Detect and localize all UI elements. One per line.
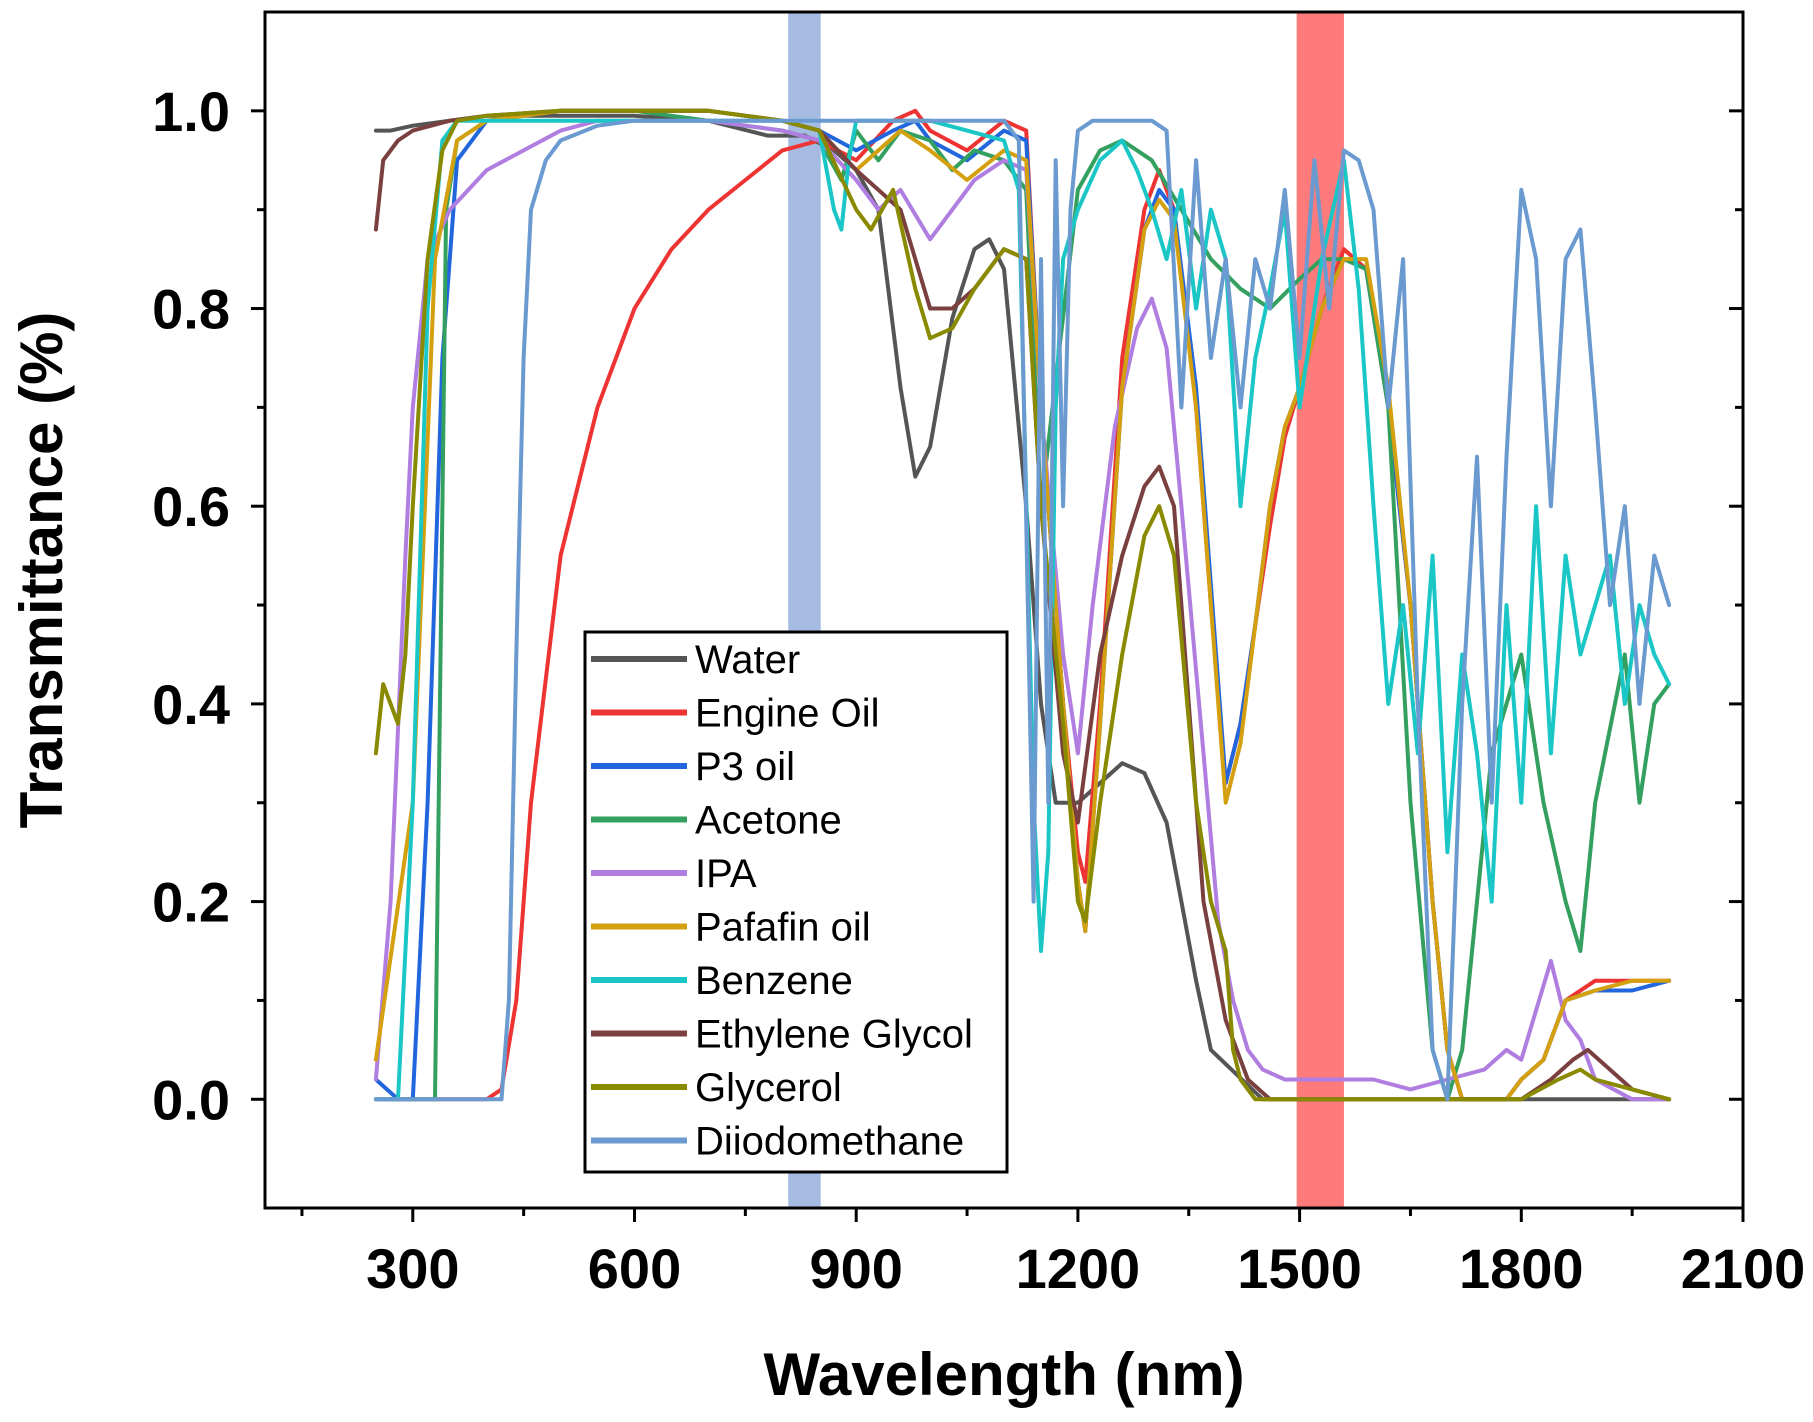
plot-frame bbox=[263, 10, 1745, 1210]
legend-label-glycerol: Glycerol bbox=[695, 1066, 842, 1110]
series-line-ipa bbox=[373, 118, 1672, 1102]
series-line-diiodomethane bbox=[373, 118, 1672, 1102]
y-tick-label-0: 0.0 bbox=[152, 1068, 230, 1131]
legend-label-water: Water bbox=[695, 638, 800, 682]
x-tick-label-900: 900 bbox=[809, 1237, 902, 1300]
legend-label-pafafin-oil: Pafafin oil bbox=[695, 906, 871, 950]
highlight-bands bbox=[788, 12, 1344, 1208]
legend: Water Engine Oil P3 oil Acetone IPA Pafafin o… bbox=[583, 630, 1009, 1174]
legend-label-ethylene-glycol: Ethylene Glycol bbox=[695, 1013, 973, 1057]
legend-label-engine-oil: Engine Oil bbox=[695, 692, 880, 736]
x-tick-label-600: 600 bbox=[588, 1237, 681, 1300]
x-tick-label-300: 300 bbox=[366, 1237, 459, 1300]
legend-label-acetone: Acetone bbox=[695, 799, 842, 843]
series-line-glycerol bbox=[373, 108, 1672, 1102]
y-axis-title: Transmittance (%) bbox=[8, 312, 75, 829]
x-axis-title: Wavelength (nm) bbox=[763, 1341, 1244, 1408]
y-tick-label-0.6: 0.6 bbox=[152, 475, 230, 538]
y-tick-label-0.2: 0.2 bbox=[152, 871, 230, 934]
y-tick-label-0.8: 0.8 bbox=[152, 278, 230, 341]
legend-label-ipa: IPA bbox=[695, 852, 757, 896]
axis-ticks: 300 600 900 1200 1500 1800 2100 0.0 0.2 0.4 0.6 0.8… bbox=[152, 80, 1805, 1300]
series-lines bbox=[373, 108, 1672, 1102]
x-tick-label-2100: 2100 bbox=[1681, 1237, 1806, 1300]
legend-label-p3-oil: P3 oil bbox=[695, 745, 795, 789]
series-line-water bbox=[373, 113, 1672, 1102]
x-tick-label-1200: 1200 bbox=[1016, 1237, 1141, 1300]
legend-box bbox=[583, 630, 1009, 1174]
y-tick-label-0.4: 0.4 bbox=[152, 673, 230, 736]
x-tick-label-1500: 1500 bbox=[1237, 1237, 1362, 1300]
x-tick-label-1800: 1800 bbox=[1459, 1237, 1584, 1300]
legend-label-benzene: Benzene bbox=[695, 959, 853, 1003]
legend-label-diiodomethane: Diiodomethane bbox=[695, 1120, 964, 1164]
y-tick-label-1: 1.0 bbox=[152, 80, 230, 143]
